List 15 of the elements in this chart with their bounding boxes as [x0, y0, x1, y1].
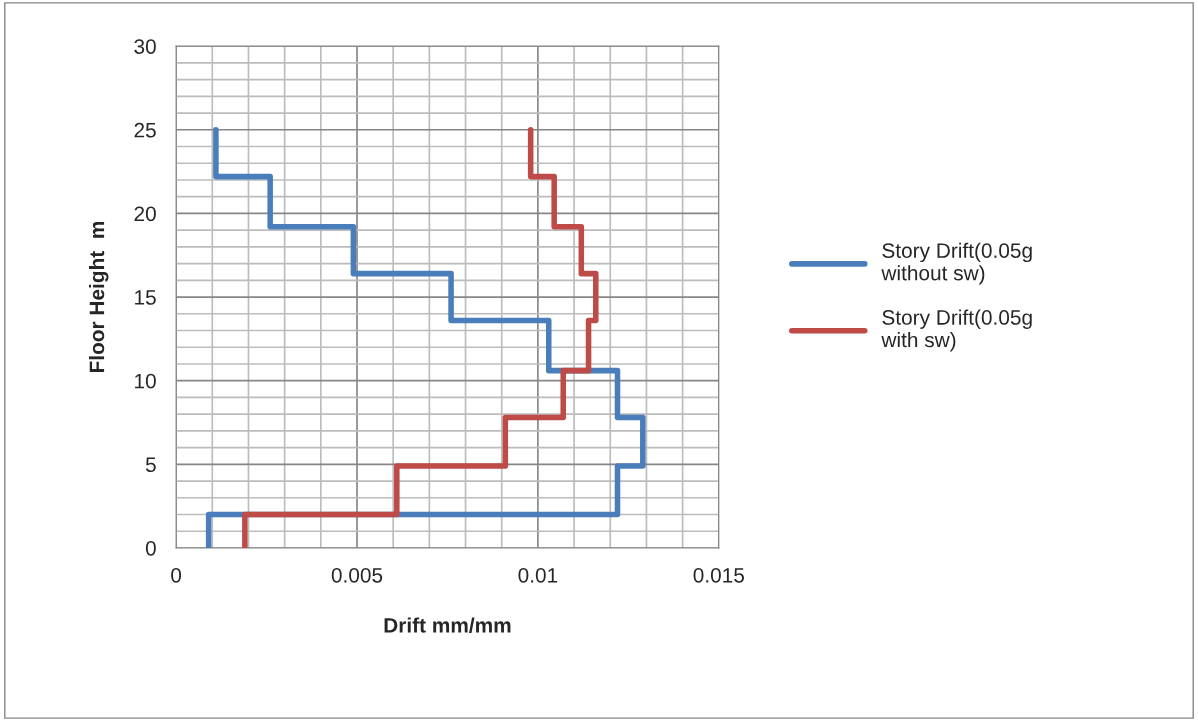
- y-tick-label: 0: [145, 540, 156, 556]
- legend-label: Story Drift(0.05g without sw): [881, 242, 1032, 285]
- y-axis-title: Floor Height m: [88, 221, 109, 373]
- x-axis-title: Drift mm/mm: [384, 617, 511, 633]
- y-tick-label: 15: [135, 290, 156, 305]
- x-tick-label: 0.005: [331, 567, 383, 583]
- legend-label: Story Drift(0.05g with sw): [881, 309, 1032, 352]
- y-tick-label: 5: [145, 457, 156, 473]
- x-tick-label: 0.01: [518, 567, 558, 583]
- y-tick-label: 10: [135, 373, 156, 389]
- y-tick-label: 30: [134, 39, 156, 54]
- y-tick-label: 25: [134, 122, 156, 138]
- x-tick-label: 0.015: [693, 567, 744, 583]
- x-tick-label: 0: [171, 567, 182, 583]
- y-tick-label: 20: [134, 206, 156, 222]
